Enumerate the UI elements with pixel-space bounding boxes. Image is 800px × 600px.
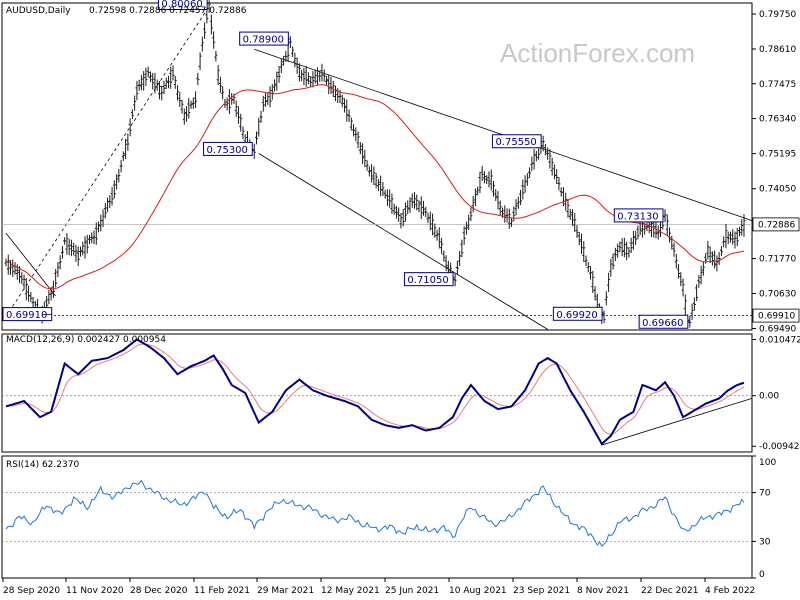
x-tick-label: 28 Sep 2020 — [3, 586, 60, 596]
price-pane-frame — [1, 2, 753, 331]
current-price-tag-box — [752, 217, 800, 232]
price-label-text: 0.75300 — [207, 145, 248, 156]
price-label-text: 0.75550 — [495, 137, 536, 148]
x-tick-label: 8 Nov 2021 — [577, 586, 629, 596]
price-label-text: 0.69920 — [556, 310, 597, 321]
price-label-text: 0.80060 — [161, 0, 202, 10]
rsi-y-tick-label: 30 — [759, 537, 771, 547]
price-label-box — [552, 306, 603, 321]
price-y-tick-label: 0.79750 — [759, 10, 796, 20]
macd-y-tick-label: -0.009426 — [759, 442, 800, 452]
price-label-text: 0.69660 — [642, 318, 683, 329]
support-tag: 0.69910 — [758, 312, 795, 322]
x-tick-label: 10 Aug 2021 — [449, 586, 507, 596]
price-label-box — [638, 314, 689, 329]
price-label-0.69910: 0.69910 — [2, 307, 53, 322]
x-tick-label: 28 Dec 2020 — [130, 586, 188, 596]
rsi-y-tick-label: 70 — [759, 489, 771, 499]
price-y-tick-label: 0.74050 — [759, 185, 796, 195]
x-tick-label: 23 Sep 2021 — [513, 586, 570, 596]
price-label-box — [403, 272, 454, 287]
rsi-label: RSI(14) 62.2370 — [6, 460, 79, 470]
price-label-box — [613, 208, 664, 223]
price-y-tick-label: 0.77475 — [759, 80, 796, 90]
price-label-0.69920: 0.69920 — [552, 306, 605, 321]
price-label-box — [203, 141, 253, 156]
symbol-label: AUDUSD,Daily — [6, 6, 71, 16]
x-tick-label: 25 Jun 2021 — [385, 586, 439, 596]
current-price-tag: 0.72886 — [758, 220, 795, 230]
price-label-box — [157, 0, 208, 11]
macd-y-tick-label: 0.00 — [759, 392, 779, 402]
x-tick-label: 11 Feb 2021 — [194, 586, 250, 596]
macd-trendline — [601, 397, 753, 446]
x-tick-label: 12 May 2021 — [321, 586, 380, 596]
price-y-tick-label: 0.76340 — [759, 115, 796, 125]
trendline-lower-channel — [258, 153, 548, 330]
macd-line — [5, 338, 745, 446]
x-tick-label: 11 Nov 2020 — [66, 586, 124, 596]
x-tick-label: 22 Dec 2021 — [641, 586, 699, 596]
price-y-tick-label: 0.75195 — [759, 150, 796, 160]
ohlc-bars — [4, 0, 746, 328]
macd-signal-line — [5, 343, 745, 435]
price-label-0.75300: 0.75300 — [203, 141, 255, 156]
support-tag-box — [752, 308, 800, 323]
rsi-y-tick-label: 100 — [759, 458, 776, 468]
price-y-tick-label: 0.78610 — [759, 45, 796, 55]
price-y-tick-label: 0.71770 — [759, 255, 796, 265]
price-label-0.73130: 0.73130 — [613, 208, 666, 223]
ohlc-label: 0.72598 0.72886 0.72457 0.72886 — [89, 6, 247, 16]
price-y-tick-label: 0.69490 — [759, 324, 796, 334]
trendline-early — [5, 232, 56, 297]
price-label-box — [491, 134, 542, 149]
price-label-0.80060: 0.80060 — [157, 0, 210, 11]
price-label-text: 0.78900 — [243, 35, 284, 46]
macd-label: MACD(12,26,9) 0.002427 0.000954 — [6, 335, 166, 345]
price-label-0.75550: 0.75550 — [491, 134, 544, 149]
price-label-0.69660: 0.69660 — [638, 314, 690, 329]
macd-y-tick-label: 0.010472 — [759, 336, 800, 346]
rsi-pane-frame — [1, 455, 753, 579]
price-label-text: 0.69910 — [6, 310, 47, 321]
x-tick-label: 4 Feb 2022 — [705, 586, 755, 596]
price-label-text: 0.73130 — [617, 211, 658, 222]
price-label-0.78900: 0.78900 — [239, 31, 291, 46]
price-label-box — [239, 31, 289, 46]
macd-pane-frame — [1, 333, 753, 453]
x-tick-label: 29 Mar 2021 — [257, 586, 314, 596]
price-label-box — [2, 307, 53, 322]
watermark: ActionForex.com — [500, 38, 695, 68]
price-label-0.71050: 0.71050 — [403, 272, 456, 287]
rsi-line — [5, 479, 745, 547]
trendline-dashed-up — [5, 6, 210, 317]
price-label-text: 0.71050 — [407, 275, 448, 286]
rsi-y-tick-label: 0 — [759, 570, 765, 580]
price-y-tick-label: 0.70630 — [759, 290, 796, 300]
